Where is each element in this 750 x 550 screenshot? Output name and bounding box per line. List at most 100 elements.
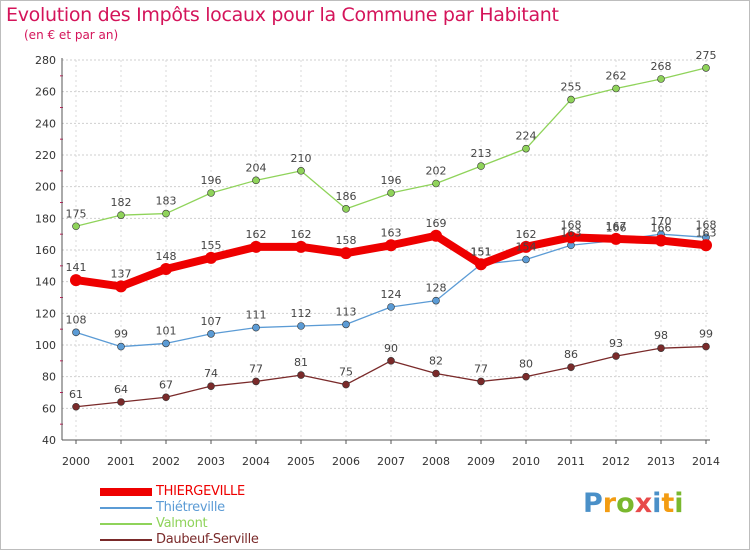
data-label-thi-treville: 101 — [156, 324, 177, 337]
data-point-valmont — [162, 209, 170, 218]
x-tick-label: 2003 — [197, 455, 225, 468]
y-tick-label: 140 — [35, 276, 56, 289]
data-label-valmont: 183 — [156, 195, 177, 208]
data-label-thiergeville: 166 — [651, 222, 672, 235]
data-label-daubeuf-serville: 75 — [339, 366, 353, 379]
data-point-thiergeville — [475, 258, 487, 271]
x-tick-label: 2013 — [647, 455, 675, 468]
legend-swatch — [100, 523, 152, 525]
data-label-thi-treville: 107 — [201, 315, 222, 328]
x-tick-label: 2007 — [377, 455, 405, 468]
legend-label: Thiétreville — [156, 500, 225, 515]
data-label-thiergeville: 137 — [111, 267, 132, 280]
data-label-daubeuf-serville: 67 — [159, 378, 173, 391]
y-tick-label: 180 — [35, 212, 56, 225]
data-label-thi-treville: 99 — [114, 328, 128, 341]
data-point-valmont — [567, 95, 575, 104]
data-label-thiergeville: 167 — [606, 220, 627, 233]
data-point-daubeuf-serville — [207, 382, 215, 390]
data-label-thi-treville: 166 — [606, 222, 627, 235]
data-label-thiergeville: 168 — [561, 218, 582, 231]
data-point-daubeuf-serville — [162, 393, 170, 402]
data-point-valmont — [252, 176, 260, 185]
data-label-thiergeville: 162 — [246, 228, 267, 241]
y-tick-label: 240 — [35, 117, 56, 130]
data-label-daubeuf-serville: 81 — [294, 356, 308, 369]
logo-letter: i — [674, 488, 684, 519]
data-point-daubeuf-serville — [522, 372, 530, 381]
y-tick-label: 60 — [42, 402, 56, 415]
data-point-valmont — [297, 167, 305, 175]
data-label-thi-treville: 163 — [561, 226, 582, 239]
data-label-valmont: 275 — [696, 49, 717, 62]
data-point-thiergeville — [610, 232, 622, 245]
legend-label: Daubeuf-Serville — [156, 532, 259, 547]
x-tick-label: 2002 — [152, 455, 180, 468]
data-point-thi-treville — [342, 320, 350, 329]
data-point-valmont — [702, 64, 710, 72]
data-label-thi-treville: 113 — [336, 305, 357, 318]
series-lines — [70, 64, 712, 411]
data-label-thi-treville: 170 — [651, 215, 672, 228]
data-label-thi-treville: 111 — [246, 309, 267, 322]
data-label-daubeuf-serville: 77 — [474, 362, 488, 375]
data-label-daubeuf-serville: 86 — [564, 348, 578, 361]
data-label-valmont: 213 — [471, 147, 492, 160]
data-label-valmont: 224 — [516, 130, 537, 143]
legend-swatch — [100, 507, 152, 509]
x-tick-label: 2008 — [422, 455, 450, 468]
data-point-valmont — [432, 179, 440, 188]
legend-label: THIERGEVILLE — [156, 484, 245, 499]
data-point-valmont — [477, 162, 485, 170]
data-point-thi-treville — [387, 303, 395, 311]
data-label-valmont: 268 — [651, 60, 672, 73]
x-tick-label: 2004 — [242, 455, 270, 468]
data-point-valmont — [657, 75, 665, 83]
data-point-daubeuf-serville — [117, 398, 125, 406]
data-point-thi-treville — [117, 342, 125, 351]
data-label-valmont: 255 — [561, 81, 582, 94]
y-tick-label: 40 — [42, 434, 56, 447]
data-label-valmont: 210 — [291, 152, 312, 165]
legend-item: Valmont — [100, 516, 350, 532]
data-label-thi-treville: 108 — [66, 313, 87, 326]
data-label-daubeuf-serville: 90 — [384, 342, 398, 355]
axes: 40 60 80 100 120 140 160 180 200 220 240 260 280 2000… — [35, 54, 720, 468]
data-point-valmont — [207, 189, 215, 197]
logo-letter: t — [661, 488, 675, 519]
data-label-thiergeville: 162 — [516, 228, 537, 241]
data-label-thiergeville: 151 — [471, 245, 492, 258]
data-label-valmont: 182 — [111, 196, 132, 209]
data-label-thi-treville: 128 — [426, 282, 447, 295]
data-label-thiergeville: 155 — [201, 239, 222, 252]
data-point-daubeuf-serville — [432, 369, 440, 378]
data-label-valmont: 196 — [381, 174, 402, 187]
y-tick-label: 160 — [35, 244, 56, 257]
data-point-valmont — [117, 211, 125, 219]
legend-swatch — [100, 488, 152, 496]
legend-label: Valmont — [156, 516, 208, 531]
legend-item: Daubeuf-Serville — [100, 532, 350, 548]
x-tick-label: 2005 — [287, 455, 315, 468]
data-point-thi-treville — [432, 296, 440, 305]
data-label-valmont: 202 — [426, 165, 447, 178]
data-point-valmont — [522, 144, 530, 153]
data-point-daubeuf-serville — [567, 363, 575, 371]
x-tick-label: 2014 — [692, 455, 720, 468]
data-label-thiergeville: 163 — [696, 226, 717, 239]
data-label-thiergeville: 169 — [426, 217, 447, 230]
data-point-daubeuf-serville — [297, 371, 305, 379]
data-point-daubeuf-serville — [72, 402, 80, 411]
data-label-daubeuf-serville: 82 — [429, 355, 443, 368]
data-label-valmont: 262 — [606, 70, 627, 83]
y-tick-label: 100 — [35, 339, 56, 352]
x-tick-label: 2009 — [467, 455, 495, 468]
logo-letter: r — [602, 488, 617, 519]
x-tick-label: 2001 — [107, 455, 135, 468]
data-point-thiergeville — [430, 229, 442, 242]
data-point-thiergeville — [70, 274, 82, 287]
data-label-daubeuf-serville: 80 — [519, 358, 533, 371]
data-point-thiergeville — [655, 234, 667, 247]
